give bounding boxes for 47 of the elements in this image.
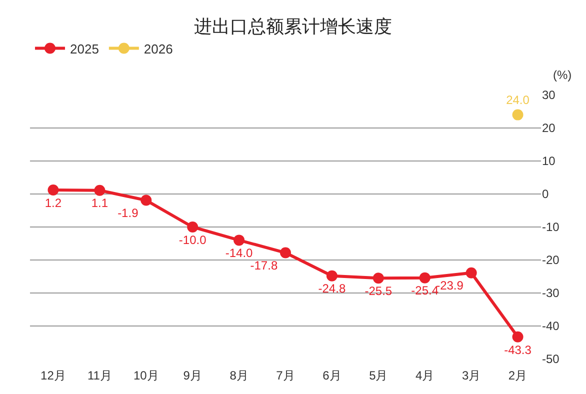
point [466, 267, 477, 278]
point [419, 272, 430, 284]
data-label: -10.0 [178, 232, 207, 247]
point [512, 331, 524, 342]
x-tick-label: 4月 [416, 368, 434, 382]
point [187, 222, 198, 232]
x-tick-label: 11月 [87, 368, 112, 382]
point [140, 194, 152, 206]
legend-label: 2025 [70, 41, 99, 56]
data-label: -14.0 [225, 246, 254, 260]
data-label: 1.2 [44, 196, 62, 210]
y-tick-label: -50 [542, 352, 560, 366]
y-tick-label: 10 [542, 154, 556, 168]
data-label: -25.5 [364, 284, 392, 298]
x-tick-label: 6月 [322, 368, 342, 382]
data-label: 1.1 [91, 196, 108, 210]
point [48, 184, 59, 196]
y-axis-title: (%) [553, 68, 572, 82]
y-tick-label: 0 [542, 187, 549, 202]
point [326, 270, 338, 282]
y-tick-label: -30 [542, 286, 560, 300]
point [372, 272, 384, 284]
x-tick-label: 8月 [230, 368, 248, 382]
y-tick-label: 20 [542, 121, 556, 136]
point [512, 109, 524, 120]
x-tick-label: 9月 [183, 368, 202, 382]
y-tick-label: -40 [542, 319, 560, 334]
x-tick-label: 2月 [508, 368, 528, 382]
data-label: -17.8 [250, 258, 278, 273]
y-tick-label: 30 [542, 88, 556, 102]
data-label: -43.3 [504, 342, 532, 357]
data-label: 24.0 [506, 92, 530, 107]
x-tick-label: 5月 [369, 368, 388, 382]
data-label: -24.8 [318, 282, 346, 296]
x-tick-label: 3月 [462, 368, 481, 382]
x-tick-label: 7月 [276, 368, 295, 382]
point [94, 184, 106, 196]
chart-title: 进出口总额累计增长速度 [194, 16, 392, 36]
data-label: -1.9 [118, 206, 139, 220]
y-tick-label: -10 [542, 220, 560, 234]
data-label: -25.4 [411, 284, 439, 298]
x-tick-label: 10月 [133, 368, 159, 382]
legend-label: 2026 [144, 41, 173, 56]
x-tick-label: 12月 [40, 368, 66, 382]
point [234, 234, 245, 246]
point [280, 247, 291, 258]
y-tick-label: -20 [542, 253, 560, 268]
